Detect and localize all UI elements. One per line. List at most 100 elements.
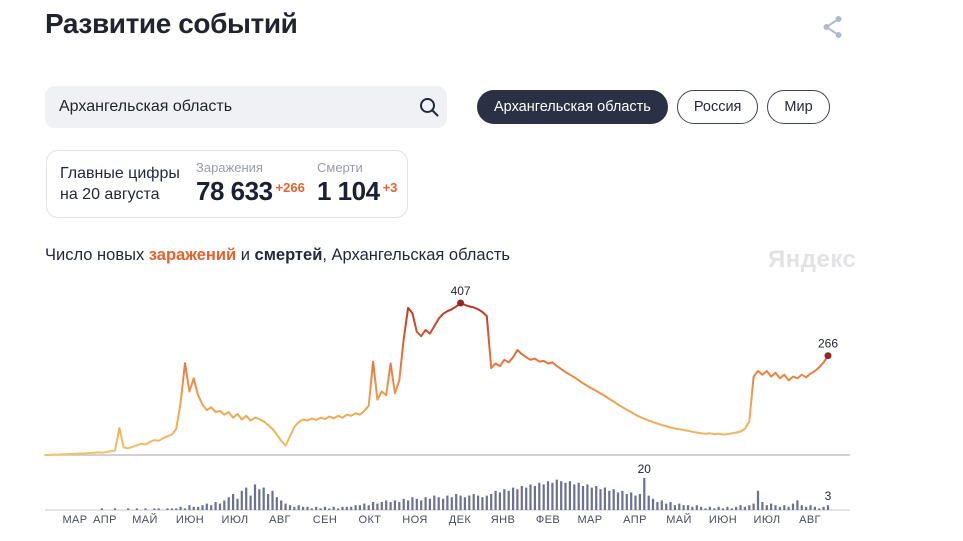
key-figures-date: на 20 августа	[60, 186, 160, 203]
death-bar	[420, 500, 423, 510]
death-bar	[590, 487, 593, 510]
death-bar	[245, 487, 248, 510]
month-label: МАЙ	[132, 513, 158, 526]
death-bar	[280, 500, 283, 510]
death-bar	[424, 497, 427, 510]
death-bar	[258, 489, 261, 510]
death-bar	[739, 505, 742, 510]
death-bar	[791, 503, 795, 510]
death-bar	[577, 482, 580, 510]
death-bar	[262, 487, 265, 510]
yandex-watermark: Яндекс	[768, 246, 857, 273]
death-bar	[358, 505, 361, 510]
death-bar	[783, 505, 786, 510]
death-bar	[708, 506, 711, 510]
death-bar	[796, 500, 799, 510]
death-bar	[293, 506, 296, 510]
death-bar	[551, 482, 554, 510]
month-label: АВГ	[799, 514, 821, 526]
death-bar	[459, 495, 462, 510]
death-bar	[669, 502, 672, 510]
death-bar	[608, 490, 611, 510]
death-bar	[686, 505, 690, 510]
death-bar	[616, 492, 620, 510]
death-bar	[310, 508, 313, 510]
death-bar	[271, 490, 274, 510]
death-bar	[415, 498, 418, 510]
deaths-stat: Смерти 1 104 +3	[317, 160, 397, 207]
death-bar	[822, 506, 825, 510]
death-bar	[743, 506, 746, 510]
death-bar	[297, 505, 300, 510]
infections-annotation: 407	[451, 285, 471, 298]
death-bar	[127, 508, 130, 510]
death-bar	[529, 484, 532, 510]
death-bar	[197, 506, 200, 510]
death-bar	[573, 484, 576, 510]
deaths-delta: +3	[382, 180, 398, 195]
death-bar	[647, 495, 650, 510]
month-label: АПР	[93, 514, 117, 526]
trend-chart[interactable]: МАР АПР МАЙ ИЮН ИЮЛ АВГ СЕН ОКТ НОЯ ДЕК ЯНВ ФЕВ МАР А…	[0, 285, 963, 541]
death-bar	[555, 479, 558, 510]
month-label: АПР	[623, 514, 647, 526]
death-bar	[538, 482, 541, 510]
death-bar	[503, 489, 506, 510]
death-bar	[323, 506, 327, 510]
death-bar	[546, 481, 550, 510]
death-bar	[599, 489, 602, 510]
death-bar	[603, 487, 606, 510]
death-bar	[682, 505, 685, 510]
death-bar	[643, 478, 646, 510]
death-bar	[586, 484, 589, 510]
tab-world[interactable]: Мир	[767, 90, 830, 124]
death-bar	[595, 486, 598, 510]
month-label: СЕН	[313, 514, 337, 526]
death-bar	[765, 505, 768, 510]
death-bar	[393, 500, 396, 510]
death-bar	[726, 506, 729, 510]
death-bar	[498, 492, 501, 510]
death-bar	[656, 502, 659, 510]
death-bar	[288, 505, 292, 510]
death-bar	[630, 492, 633, 510]
tab-arkhangelsk-region[interactable]: Архангельская область	[477, 90, 668, 124]
infections-label: Заражения	[196, 160, 263, 175]
death-bar	[398, 502, 401, 510]
search-submit-button[interactable]	[411, 86, 447, 128]
death-bar	[533, 486, 536, 510]
death-bar	[389, 502, 392, 510]
death-bar	[341, 506, 344, 510]
month-label: ФЕВ	[536, 514, 560, 526]
death-bar	[638, 494, 641, 510]
infections-line	[44, 302, 829, 456]
death-bar	[376, 503, 379, 510]
death-bar	[700, 506, 703, 510]
share-button[interactable]	[818, 12, 848, 42]
page-title: Развитие событий	[45, 8, 298, 39]
death-bar	[581, 486, 585, 510]
death-bar	[770, 503, 773, 510]
death-bar	[507, 490, 510, 510]
data-point-marker	[824, 352, 832, 360]
death-bar	[306, 506, 309, 510]
caption-deaths-word: смертей	[254, 246, 323, 264]
death-bar	[275, 497, 278, 510]
death-bar	[337, 508, 340, 510]
deaths-annotation: 3	[825, 489, 832, 503]
death-bar	[372, 502, 375, 510]
month-label: ИЮН	[176, 514, 204, 526]
death-bar	[472, 494, 475, 510]
deaths-value: 1 104 +3	[317, 176, 398, 206]
death-bar	[232, 494, 235, 510]
tab-russia[interactable]: Россия	[676, 90, 759, 124]
death-bar	[100, 508, 103, 510]
month-label: ЯНВ	[491, 514, 515, 526]
death-bar	[407, 500, 410, 510]
death-bar	[800, 505, 803, 510]
data-point-marker	[457, 299, 465, 307]
death-bar	[485, 495, 488, 510]
region-search-input[interactable]	[45, 98, 411, 116]
death-bar	[437, 497, 440, 510]
